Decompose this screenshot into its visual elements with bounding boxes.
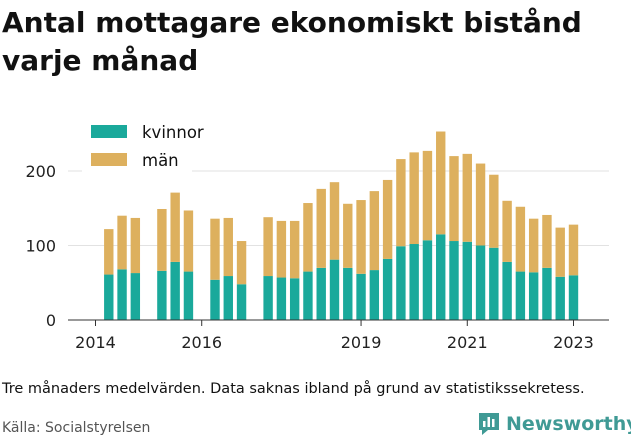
stacked-bar-chart: 0 100 200 2014 2016 2019 2021 2023 kvinnor män [25, 118, 609, 352]
bar-man [409, 152, 419, 245]
x-axis: 2014 2016 2019 2021 2023 [68, 319, 609, 352]
bar-kvinnor [289, 278, 300, 320]
x-tick-label: 2019 [341, 333, 382, 352]
bar-kvinnor [170, 261, 180, 320]
y-tick-label: 0 [46, 311, 56, 330]
bar-kvinnor [449, 241, 459, 320]
bar-kvinnor [502, 261, 512, 320]
legend: kvinnor män [82, 118, 204, 172]
bar-man [329, 182, 340, 260]
x-tick-label: 2021 [447, 333, 488, 352]
bar-man [475, 163, 486, 246]
bar-kvinnor [223, 276, 233, 320]
bar-kvinnor [489, 247, 499, 320]
bar-kvinnor [183, 271, 194, 320]
y-axis: 0 100 200 [25, 162, 56, 330]
bar-kvinnor [104, 274, 114, 320]
bar-man [236, 241, 247, 285]
bar-man [369, 191, 380, 271]
bar-kvinnor [356, 273, 366, 320]
bar-man [449, 156, 459, 242]
bar-man [104, 229, 114, 275]
bar-kvinnor [329, 259, 340, 320]
y-tick-label: 200 [25, 162, 56, 181]
bar-man [396, 159, 406, 247]
bar-kvinnor [475, 245, 486, 320]
bar-kvinnor [555, 276, 565, 320]
bar-man [170, 192, 180, 262]
bar-man [183, 210, 194, 272]
bar-man [555, 227, 565, 277]
bar-man [462, 153, 472, 242]
y-tick-label: 100 [25, 237, 56, 256]
bar-man [289, 220, 300, 279]
chart-title: Antal mottagare ekonomiskt bistånd varje… [2, 6, 582, 77]
bar-kvinnor [157, 270, 167, 320]
newsworthy-chat-chart-icon [479, 413, 499, 435]
bar-kvinnor [117, 269, 127, 320]
bar-man [316, 188, 326, 268]
bar-man [263, 217, 273, 277]
source-text: Källa: Socialstyrelsen [2, 420, 151, 436]
bar-kvinnor [236, 284, 247, 320]
bar-man [382, 179, 393, 259]
bar-kvinnor [542, 267, 552, 320]
bar-kvinnor [396, 246, 406, 320]
chart-note: Tre månaders medelvärden. Data saknas ib… [2, 381, 585, 397]
bar-man [436, 131, 446, 235]
bar-kvinnor [409, 244, 419, 320]
bar-kvinnor [276, 277, 287, 320]
bar-man [157, 208, 167, 271]
bar-kvinnor [369, 270, 380, 320]
bar-man [130, 217, 141, 274]
bar-man [117, 215, 127, 270]
bar-kvinnor [343, 267, 353, 320]
bar-kvinnor [462, 241, 472, 320]
bar-man [422, 150, 433, 241]
bars [104, 131, 579, 320]
bar-kvinnor [515, 271, 526, 320]
bar-man [515, 206, 526, 272]
bar-kvinnor [303, 271, 313, 320]
brand-name: Newsworthy [506, 413, 631, 435]
legend-label: kvinnor [142, 123, 204, 142]
x-tick-label: 2023 [553, 333, 594, 352]
legend-label: män [142, 151, 179, 170]
bar-man [528, 218, 539, 273]
bar-kvinnor [568, 275, 579, 320]
bar-kvinnor [316, 267, 326, 320]
bar-kvinnor [528, 272, 539, 320]
bar-man [303, 203, 313, 272]
bar-kvinnor [263, 276, 273, 320]
bar-man [276, 220, 287, 278]
bar-man [356, 200, 366, 274]
bar-man [223, 217, 233, 277]
x-tick-label: 2016 [181, 333, 222, 352]
bar-kvinnor [422, 240, 433, 320]
bar-kvinnor [210, 279, 220, 320]
legend-swatch-kvinnor [91, 125, 127, 138]
bar-man [542, 214, 552, 268]
bar-man [343, 203, 353, 268]
x-tick-label: 2014 [75, 333, 116, 352]
bar-man [502, 200, 512, 262]
bar-kvinnor [436, 234, 446, 320]
legend-swatch-män [91, 153, 127, 166]
bar-kvinnor [382, 258, 393, 320]
brand-logo[interactable]: Newsworthy [477, 409, 631, 439]
bar-kvinnor [130, 273, 141, 320]
bar-man [210, 218, 220, 280]
bar-man [568, 224, 579, 276]
bar-man [489, 174, 499, 248]
